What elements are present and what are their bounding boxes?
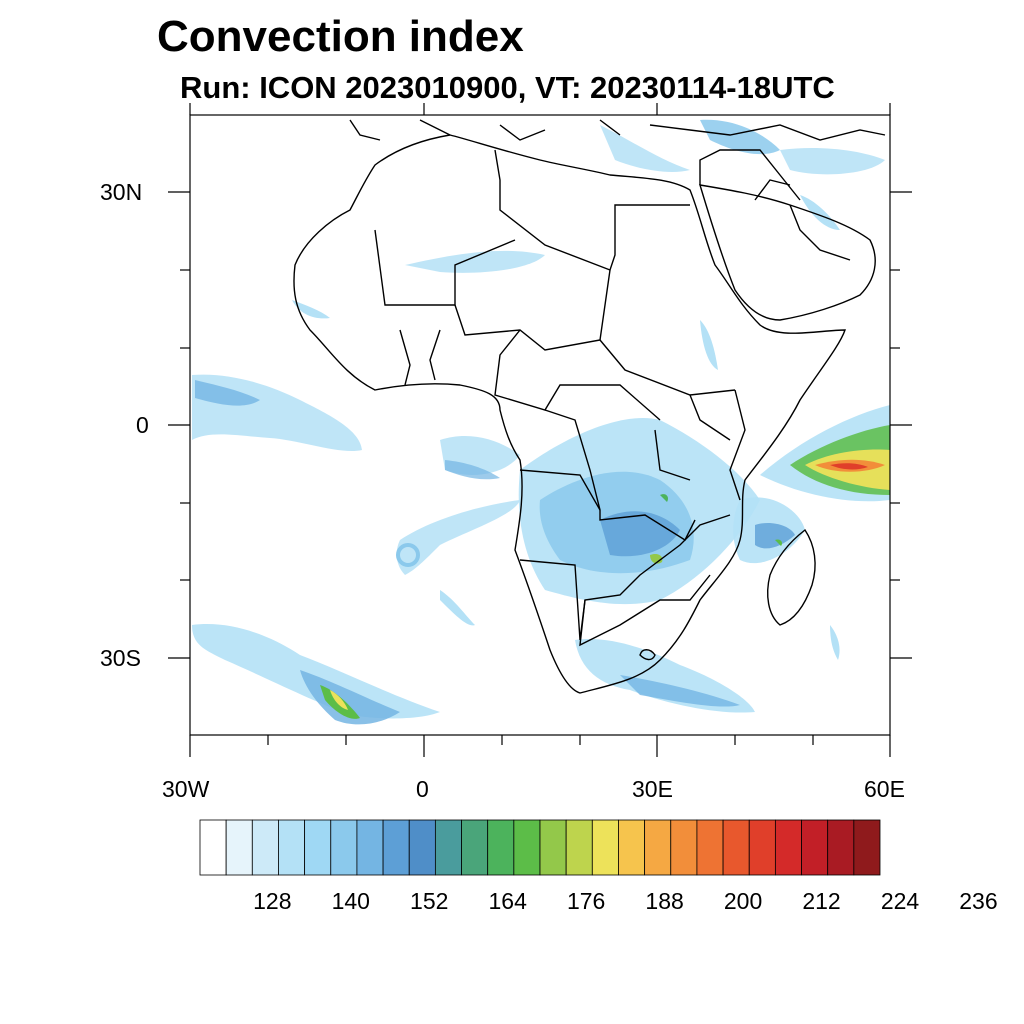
colorbar-tick-label: 152	[410, 888, 449, 914]
colorbar-box	[670, 819, 698, 876]
convection-field	[192, 119, 890, 725]
colorbar-box	[722, 819, 750, 876]
colorbar-box	[356, 819, 384, 876]
colorbar-box	[513, 819, 541, 876]
colorbar-box	[434, 819, 462, 876]
colorbar-box	[748, 819, 776, 876]
colorbar-tick-label: 128	[253, 888, 292, 914]
colorbar-box	[853, 819, 881, 876]
colorbar-box	[278, 819, 306, 876]
colorbar-box	[225, 819, 253, 876]
colorbar-box	[827, 819, 855, 876]
colorbar-box	[330, 819, 358, 876]
colorbar-box	[696, 819, 724, 876]
colorbar-box	[774, 819, 802, 876]
colorbar-box	[618, 819, 646, 876]
madagascar-coastline	[767, 528, 816, 626]
colorbar-box	[461, 819, 489, 876]
axis-ticks	[168, 103, 912, 757]
africa-coastline	[293, 134, 846, 694]
y-tick-label: 30S	[100, 645, 141, 671]
y-tick-label: 0	[136, 412, 149, 438]
coastlines-and-borders	[293, 119, 886, 694]
colorbar-tick-label: 212	[802, 888, 841, 914]
colorbar-box	[251, 819, 279, 876]
y-tick-label: 30N	[100, 179, 143, 205]
colorbar-tick-label: 224	[880, 888, 920, 914]
colorbar-box	[408, 819, 436, 876]
colorbar-box	[382, 819, 410, 876]
chart-subtitle: Run: ICON 2023010900, VT: 20230114-18UTC	[180, 70, 835, 105]
colorbar-tick-label: 164	[488, 888, 527, 914]
colorbar-tick-label: 140	[331, 888, 370, 914]
colorbar-box	[591, 819, 619, 876]
x-tick-label: 30W	[162, 776, 210, 802]
colorbar-box	[304, 819, 332, 876]
colorbar-box	[539, 819, 567, 876]
colorbar-tick-label: 188	[645, 888, 684, 914]
colorbar-tick-label: 176	[566, 888, 606, 914]
colorbar-tick-label: 200	[723, 888, 763, 914]
colorbar-box	[644, 819, 672, 876]
x-tick-label: 0	[416, 776, 429, 802]
x-tick-label: 60E	[864, 776, 905, 802]
arabia-coastline	[699, 184, 876, 321]
colorbar-box	[199, 819, 227, 876]
chart-title: Convection index	[157, 12, 524, 61]
colorbar-box	[801, 819, 829, 876]
colorbar-box	[565, 819, 593, 876]
colorbar-box	[487, 819, 515, 876]
colorbar-tick-label: 236	[959, 888, 998, 914]
x-tick-label: 30E	[632, 776, 673, 802]
